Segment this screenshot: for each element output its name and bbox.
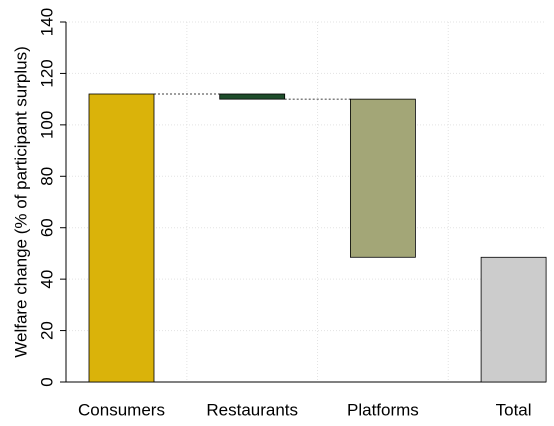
- y-tick-label: 20: [37, 321, 56, 340]
- y-tick-label: 140: [37, 8, 56, 36]
- y-tick-label: 100: [37, 111, 56, 139]
- y-tick-label: 80: [37, 167, 56, 186]
- bar: [219, 93, 286, 100]
- bar: [480, 256, 547, 383]
- y-tick-label: 0: [37, 377, 56, 386]
- y-tick-label: 40: [37, 270, 56, 289]
- x-tick-label: Total: [496, 400, 532, 419]
- y-axis-label: Welfare change (% of participant surplus…: [11, 46, 30, 358]
- x-tick-label: Restaurants: [206, 400, 298, 419]
- y-tick-label: 120: [37, 59, 56, 87]
- y-tick-label: 60: [37, 218, 56, 237]
- bar: [349, 98, 416, 258]
- bar: [88, 93, 155, 383]
- x-tick-label: Consumers: [78, 400, 165, 419]
- x-tick-label: Platforms: [347, 400, 419, 419]
